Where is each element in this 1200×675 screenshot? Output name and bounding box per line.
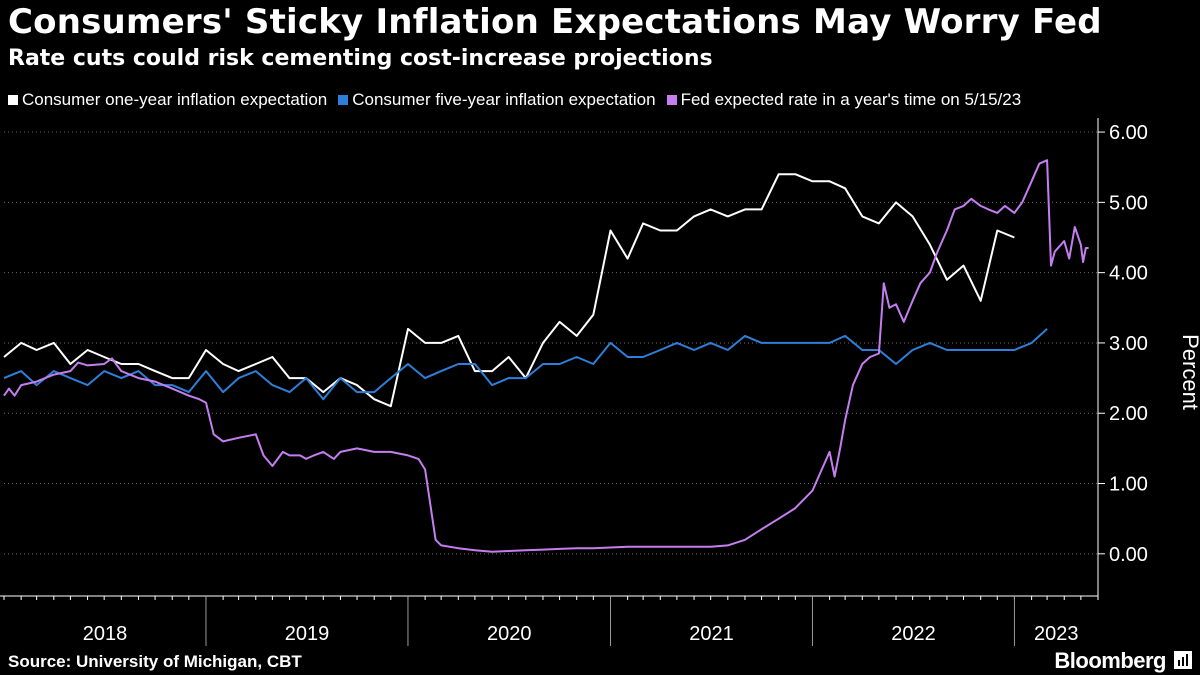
series-line-five-year <box>3 328 1048 401</box>
x-tick-label: 2023 <box>1034 623 1079 645</box>
y-tick-label: 4.00 <box>1109 263 1148 285</box>
y-tick-label: 5.00 <box>1109 192 1148 214</box>
y-tick-label: 6.00 <box>1109 122 1148 144</box>
x-tick-label: 2020 <box>487 623 532 645</box>
legend-item-fed-rate: Fed expected rate in a year's time on 5/… <box>666 90 1022 110</box>
legend-label-one-year: Consumer one-year inflation expectation <box>22 90 328 109</box>
legend-label-fed-rate: Fed expected rate in a year's time on 5/… <box>680 90 1022 109</box>
chart-title: Consumers' Sticky Inflation Expectations… <box>8 2 1102 42</box>
y-tick-label: 0.00 <box>1109 544 1148 566</box>
bloomberg-wordmark: Bloomberg <box>1054 648 1166 673</box>
y-tick-label: 3.00 <box>1109 333 1148 355</box>
legend-swatch-fed-rate <box>666 95 677 105</box>
y-tick-label: 1.00 <box>1109 474 1148 496</box>
x-tick-label: 2018 <box>83 623 128 645</box>
legend-item-one-year: Consumer one-year inflation expectation <box>8 90 327 110</box>
legend-label-five-year: Consumer five-year inflation expectation <box>352 90 656 109</box>
legend: Consumer one-year inflation expectation … <box>8 90 1032 110</box>
chart-subtitle: Rate cuts could risk cementing cost-incr… <box>8 46 713 71</box>
x-tick-label: 2022 <box>891 623 936 645</box>
source-note: Source: University of Michigan, CBT <box>8 652 302 671</box>
y-tick-label: 2.00 <box>1109 403 1148 425</box>
legend-swatch-five-year <box>338 95 349 105</box>
bloomberg-logo-icon <box>1174 651 1192 669</box>
legend-item-five-year: Consumer five-year inflation expectation <box>338 90 656 110</box>
series-line-fed-rate <box>3 159 1089 553</box>
x-tick-label: 2021 <box>689 623 734 645</box>
legend-swatch-one-year <box>8 95 18 105</box>
y-axis-title: Percent <box>1178 334 1200 410</box>
series-line-one-year <box>3 173 1015 408</box>
x-tick-label: 2019 <box>285 623 330 645</box>
